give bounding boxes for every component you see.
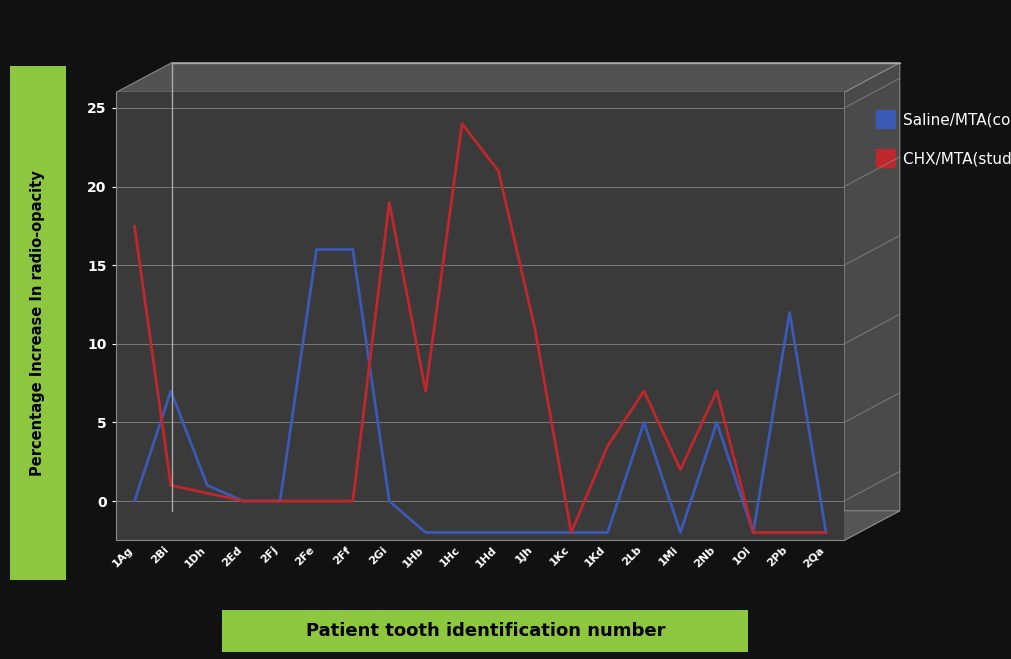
Legend: Saline/MTA(control group), CHX/MTA(study group): Saline/MTA(control group), CHX/MTA(study… [863, 100, 1011, 179]
Text: Patient tooth identification number: Patient tooth identification number [305, 622, 665, 640]
Text: Percentage Increase In radio-opacity: Percentage Increase In radio-opacity [30, 170, 45, 476]
